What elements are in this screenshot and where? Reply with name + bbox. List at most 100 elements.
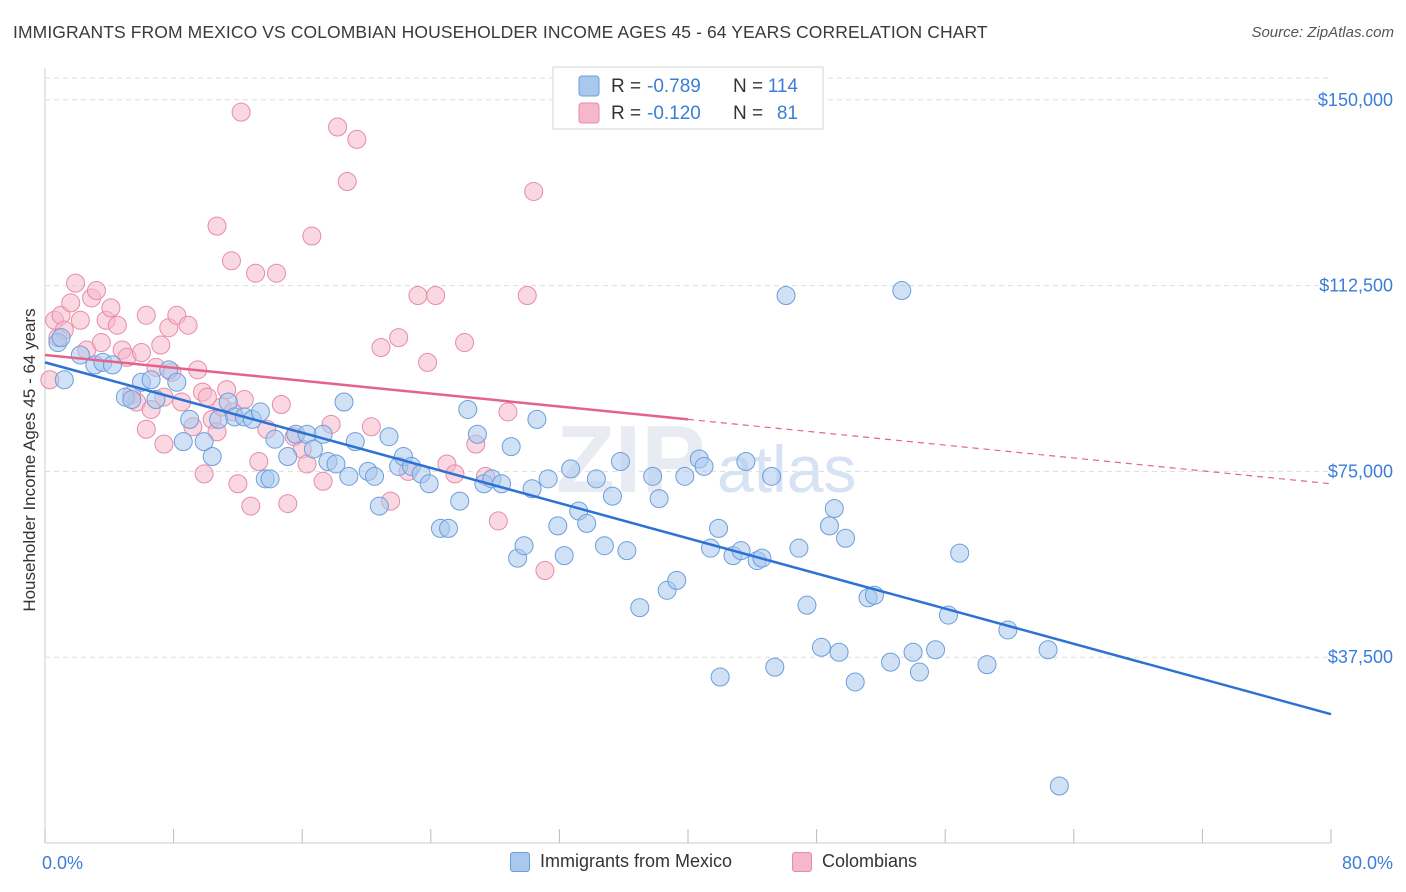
data-point-mexico [903,642,923,662]
data-point-mexico [250,402,270,422]
grid [45,77,1331,658]
y-tick-label: $37,500 [1328,647,1393,667]
data-point-mexico [577,513,597,533]
data-point-colombians [61,293,81,313]
trend-line-colombians [44,353,689,421]
data-point-colombians [234,390,254,410]
legend-n-value-2: 81 [777,103,798,124]
data-point-colombians [231,102,251,122]
data-point-colombians [488,511,508,531]
data-point-colombians [371,338,391,358]
legend-label-colombians: Colombians [822,851,918,871]
data-point-colombians [101,298,121,318]
data-point-mexico [369,496,389,516]
data-point-mexico [278,447,298,467]
data-point-mexico [977,655,997,675]
watermark-atlas: atlas [717,432,856,506]
data-point-colombians [328,117,348,137]
data-point-colombians [136,305,156,325]
legend-r-value-1: -0.789 [647,76,701,97]
data-point-colombians [91,333,111,353]
legend-r-label-1: R = [611,76,641,97]
chart-title: IMMIGRANTS FROM MEXICO VS COLOMBIAN HOUS… [13,22,988,42]
legend-bottom: Immigrants from Mexico Colombians [0,851,1406,879]
axes [44,68,1332,844]
data-point-mexico [892,281,912,301]
data-point-mexico [610,451,630,471]
data-point-mexico [829,642,849,662]
data-point-colombians [151,335,171,355]
legend-r-label-2: R = [611,103,641,124]
data-point-mexico [819,516,839,536]
data-point-colombians [178,315,198,335]
data-point-mexico [643,466,663,486]
data-point-colombians [249,451,269,471]
data-point-mexico [180,409,200,429]
data-point-mexico [103,355,123,375]
watermark-zip: ZIP [556,406,705,513]
data-point-mexico [141,370,161,390]
data-point-mexico [202,447,222,467]
legend-top-swatch-blue [578,75,600,97]
data-point-colombians [408,285,428,305]
data-point-mexico [167,372,187,392]
data-point-colombians [246,263,266,283]
data-point-mexico [789,538,809,558]
data-point-colombians [194,464,214,484]
data-point-colombians [221,251,241,271]
data-point-mexico [458,399,478,419]
data-point-mexico [926,640,946,660]
data-point-mexico [54,370,74,390]
y-tick-label: $112,500 [1319,276,1393,296]
data-point-mexico [736,451,756,471]
data-point-colombians [86,281,106,301]
data-point-mexico [419,474,439,494]
data-point-mexico [365,466,385,486]
data-point-mexico [326,454,346,474]
data-point-mexico [538,469,558,489]
data-point-mexico [1049,776,1069,796]
series-colombians [40,102,555,580]
y-axis-label: Householder Income Ages 45 - 64 years [20,308,39,612]
data-point-colombians [66,273,86,293]
legend-n-label-2: N = [733,103,763,124]
data-point-colombians [535,560,555,580]
data-point-colombians [278,494,298,514]
legend-n-label-1: N = [733,76,763,97]
data-point-colombians [337,172,357,192]
data-point-mexico [561,459,581,479]
legend-top: R = -0.789 N = 114 R = -0.120 N = 81 [552,66,824,130]
data-point-mexico [467,424,487,444]
data-point-mexico [675,466,695,486]
data-point-mexico [548,516,568,536]
legend-item-colombians: Colombians [792,851,917,872]
y-tick-label: $150,000 [1318,90,1393,110]
tick-labels: $37,500 $75,000 $112,500 $150,000 0.0% 80.0% [42,90,1393,873]
legend-n-value-1: 114 [768,76,799,97]
data-point-mexico [438,518,458,538]
data-point-colombians [131,342,151,362]
data-point-colombians [70,310,90,330]
data-point-mexico [194,432,214,452]
data-point-mexico [450,491,470,511]
data-point-mexico [527,409,547,429]
trend-lines [44,353,1332,716]
data-point-mexico [303,439,323,459]
data-point-colombians [302,226,322,246]
legend-top-swatch-pink [578,102,600,124]
data-point-mexico [765,657,785,677]
legend-label-mexico: Immigrants from Mexico [540,851,733,871]
data-point-mexico [379,427,399,447]
data-point-colombians [361,417,381,437]
data-point-colombians [266,263,286,283]
data-point-mexico [709,518,729,538]
data-point-mexico [501,437,521,457]
data-point-colombians [418,352,438,372]
data-point-colombians [389,328,409,348]
data-point-mexico [51,328,71,348]
data-point-mexico [881,652,901,672]
data-point-mexico [602,486,622,506]
data-point-colombians [241,496,261,516]
trend-line-colombians-extrapolated [687,418,1332,485]
